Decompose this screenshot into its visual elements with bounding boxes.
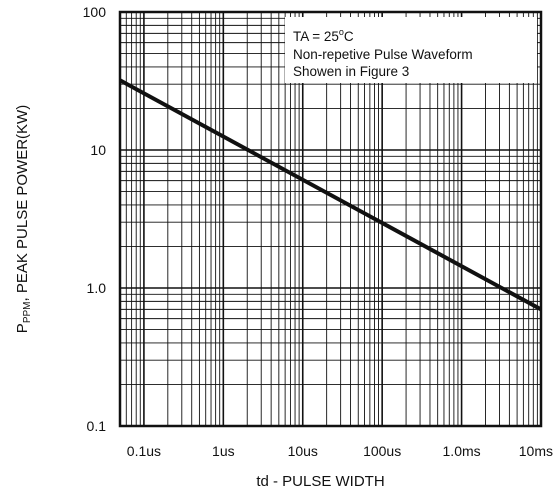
annotation-line-waveform: Non-repetive Pulse Waveform (293, 47, 473, 62)
annotation-box (285, 17, 537, 83)
x-tick-labels: 0.1us 1us 10us 100us 1.0ms 10ms (127, 443, 553, 459)
plot-frame (118, 10, 543, 428)
y-axis-title-subscript: PPM (22, 302, 33, 324)
x-axis-title: td - PULSE WIDTH (256, 473, 384, 490)
annotation-temp-text: TA = 25 (293, 29, 339, 44)
annotation-degree: o (339, 27, 344, 37)
x-tick-label: 10ms (519, 443, 553, 459)
y-tick-label: 10 (90, 142, 106, 158)
series-line-0 (119, 78, 542, 312)
y-axis-title-suffix: , PEAK PULSE POWER(KW) (14, 105, 31, 302)
y-axis-title-prefix: P (14, 323, 31, 333)
y-tick-label: 0.1 (87, 418, 107, 434)
x-grid (119, 12, 542, 426)
x-tick-label: 1.0ms (443, 443, 481, 459)
y-tick-label: 1.0 (87, 280, 107, 296)
y-axis-title: PPPM, PEAK PULSE POWER(KW) (14, 105, 33, 333)
annotation-temp-unit: C (344, 29, 354, 44)
x-tick-label: 100us (363, 443, 401, 459)
annotation-line-figure-ref: Showen in Figure 3 (293, 64, 409, 79)
series-layer (119, 78, 542, 312)
x-tick-label: 0.1us (127, 443, 161, 459)
x-tick-label: 1us (212, 443, 235, 459)
y-tick-labels: 0.1 1.0 10 100 (83, 4, 107, 434)
x-tick-label: 10us (288, 443, 318, 459)
y-tick-label: 100 (83, 4, 107, 20)
annotation-line-temperature: TA = 25oC (293, 27, 354, 44)
